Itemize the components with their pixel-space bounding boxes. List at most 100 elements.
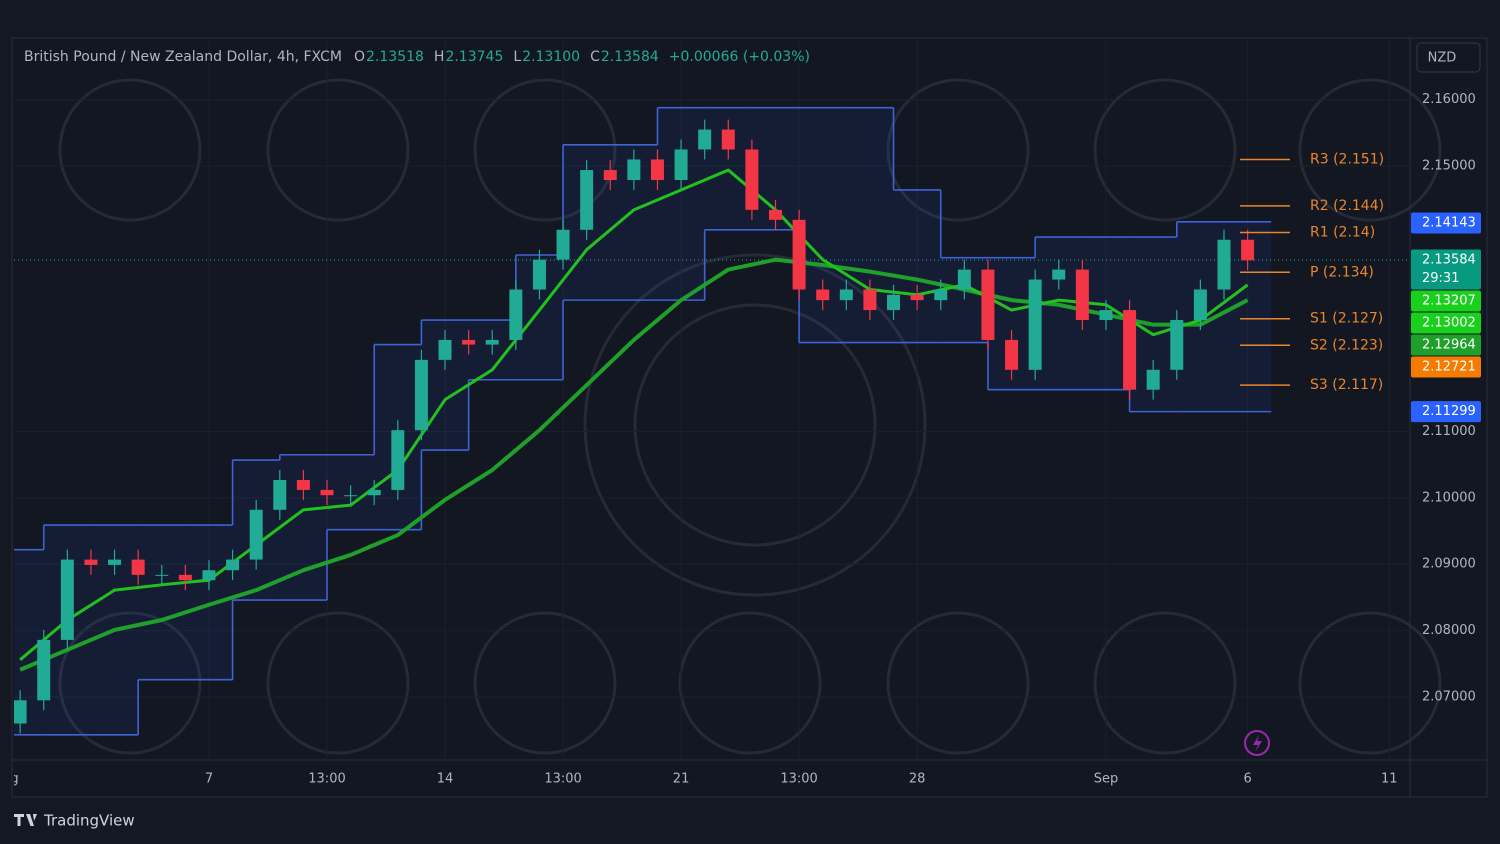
candle-body <box>887 294 901 311</box>
candle-body <box>1193 289 1207 321</box>
price-badges: 2.14143 2.13584 29:31 2.13207 2.13002 2.12964… <box>1411 212 1481 423</box>
chart-title: British Pound / New Zealand Dollar, 4h, … <box>24 49 342 65</box>
candle-body <box>650 159 664 181</box>
candle-body <box>839 289 853 301</box>
x-tick-label: 14 <box>437 772 454 787</box>
channel-fill <box>185 525 233 680</box>
candle-body <box>1099 310 1113 321</box>
price-badge-label: 2.14143 <box>1422 215 1476 230</box>
price-badge-label: 2.12721 <box>1422 360 1476 375</box>
candle-body <box>1170 320 1184 370</box>
candle-body <box>1075 269 1089 321</box>
price-badge <box>1411 290 1481 312</box>
candle-body <box>580 170 594 230</box>
x-tick-label: Sep <box>1094 772 1119 787</box>
candle-body <box>674 149 688 181</box>
price-badge <box>1411 401 1481 423</box>
candle-body <box>37 639 51 701</box>
candle-body <box>249 509 263 560</box>
price-badge-label: 2.13584 <box>1422 253 1476 268</box>
x-tick-label: 21 <box>673 772 690 787</box>
candle-body <box>485 339 499 345</box>
indicator-lines <box>19 168 1249 672</box>
candle-body <box>108 559 122 565</box>
grid <box>14 40 1410 760</box>
y-tick-label: 2.08000 <box>1422 623 1476 638</box>
ohlc-key: L <box>513 49 521 65</box>
candle-body <box>391 430 405 490</box>
pivot-label: R1 (2.14) <box>1310 224 1375 240</box>
watermark <box>58 78 1442 755</box>
y-tick-label: 2.11000 <box>1422 424 1476 439</box>
y-tick-label: 2.15000 <box>1422 159 1476 174</box>
candle-body <box>957 269 971 290</box>
candle-body <box>14 700 27 724</box>
candle-body <box>1028 279 1042 370</box>
x-tick-label: 11 <box>1381 772 1398 787</box>
ohlc-key: C <box>590 49 600 65</box>
x-tick-label: 13:00 <box>544 772 581 787</box>
price-badge <box>1411 249 1481 290</box>
currency-label[interactable]: NZD <box>1428 51 1457 66</box>
candle-body <box>816 289 830 301</box>
x-tick-label: Aug <box>0 772 19 787</box>
candle-body <box>462 339 476 345</box>
header: British Pound / New Zealand Dollar, 4h, … <box>24 49 810 65</box>
price-badge-label: 2.13002 <box>1422 316 1476 331</box>
candle-body <box>202 570 216 581</box>
price-badge-label: 2.12964 <box>1422 338 1476 353</box>
ohlc-value: 2.13745 <box>445 49 503 65</box>
candle-body <box>721 129 735 150</box>
candle-body <box>60 559 74 640</box>
pivot-label: S2 (2.123) <box>1310 337 1383 353</box>
ohlc-key: H <box>434 49 445 65</box>
candle-body <box>698 129 712 150</box>
countdown-label: 29:31 <box>1422 271 1459 286</box>
ohlc-value: 2.13518 <box>366 49 424 65</box>
ohlc-key: O <box>354 49 365 65</box>
candle-body <box>627 159 641 181</box>
price-badge <box>1411 334 1481 356</box>
x-tick-label: 7 <box>205 772 213 787</box>
pivot-label: R2 (2.144) <box>1310 198 1384 214</box>
candle-body <box>509 289 523 340</box>
pivot-label: R3 (2.151) <box>1310 151 1384 167</box>
candle-body <box>981 269 995 340</box>
candle-body <box>1146 369 1160 390</box>
candle-body <box>863 289 877 311</box>
x-tick-label: 13:00 <box>780 772 817 787</box>
candle-body <box>792 219 806 290</box>
brand-logo: TradingView <box>14 812 135 830</box>
y-axis: 2.16000 2.15000 2.11000 2.10000 2.09000 2.080… <box>1422 92 1476 704</box>
candle-body <box>344 495 358 497</box>
pivot-label: S3 (2.117) <box>1310 377 1383 393</box>
price-badge <box>1411 312 1481 334</box>
candle-body <box>438 339 452 360</box>
ohlc-value: 2.13584 <box>601 49 659 65</box>
candle-body <box>414 359 428 431</box>
x-tick-label: 28 <box>909 772 926 787</box>
candle-body <box>934 289 948 301</box>
ohlc-value: 2.13100 <box>522 49 580 65</box>
candle-body <box>367 489 381 496</box>
candle-body <box>1052 269 1066 280</box>
pivot-label: P (2.134) <box>1310 264 1374 280</box>
candle-body <box>532 259 546 290</box>
candle-body <box>178 574 192 581</box>
candle-body <box>155 574 169 576</box>
y-tick-label: 2.10000 <box>1422 490 1476 505</box>
pivot-label: S1 (2.127) <box>1310 311 1383 327</box>
pivots: R3 (2.151) R2 (2.144) R1 (2.14) P (2.134) S1… <box>1240 151 1384 393</box>
candle-body <box>910 294 924 301</box>
candle-body <box>1005 339 1019 370</box>
candle-body <box>1123 310 1137 390</box>
candle-body <box>745 149 759 210</box>
y-tick-label: 2.07000 <box>1422 689 1476 704</box>
currency-button[interactable] <box>1416 42 1481 73</box>
candle-body <box>296 479 310 490</box>
x-tick-label: 13:00 <box>308 772 345 787</box>
alert-icon[interactable] <box>1244 730 1270 756</box>
candle-body <box>131 559 145 575</box>
